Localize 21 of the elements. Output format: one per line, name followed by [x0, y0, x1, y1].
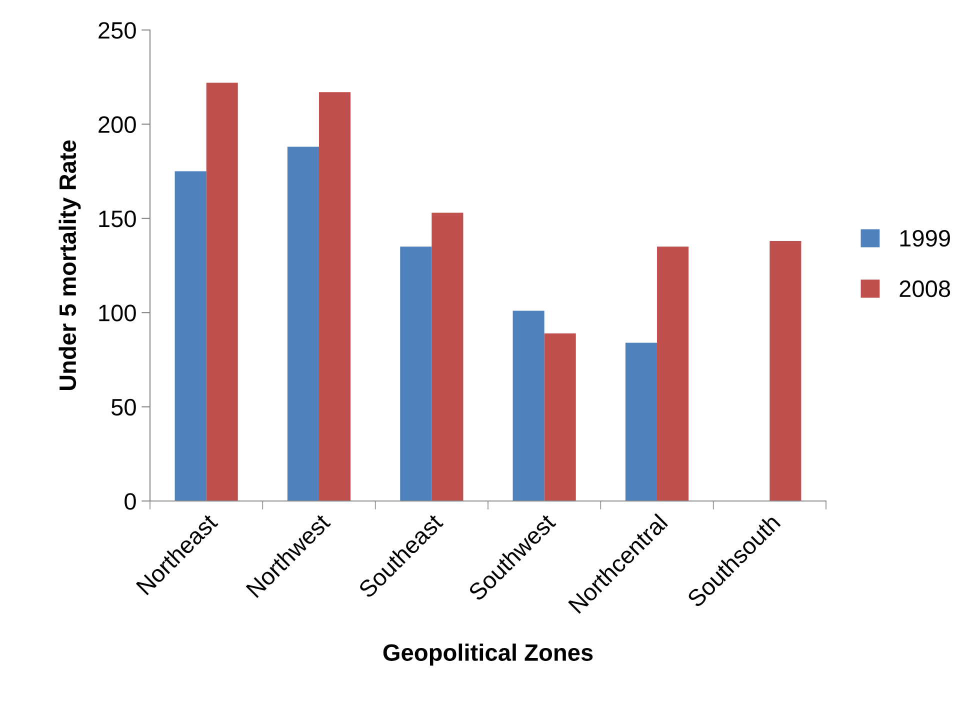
bar	[432, 212, 464, 501]
y-tick-label: 200	[98, 116, 136, 133]
x-axis-title: Geopolitical Zones	[383, 644, 593, 666]
bar	[512, 310, 544, 501]
y-tick-label: 100	[99, 304, 136, 322]
bar	[770, 241, 802, 501]
bar	[625, 342, 657, 501]
legend-label: 1999	[900, 230, 950, 247]
bar	[319, 92, 351, 501]
bar	[206, 82, 238, 501]
bar	[400, 246, 432, 501]
y-tick-label: 150	[99, 210, 136, 228]
y-tick-label: 250	[98, 22, 136, 39]
bar	[287, 146, 319, 501]
legend-label: 2008	[900, 280, 950, 298]
y-axis-title: Under 5 mortality Rate	[58, 140, 81, 390]
bar	[544, 333, 576, 501]
y-tick-label: 0	[124, 493, 136, 510]
bar	[174, 171, 206, 501]
bar	[657, 246, 689, 501]
y-tick-label: 50	[111, 398, 136, 416]
